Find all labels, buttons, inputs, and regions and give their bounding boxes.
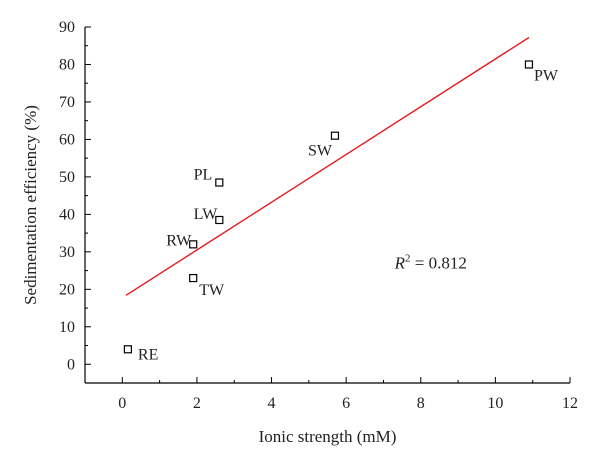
x-tick-label: 12 — [562, 395, 578, 412]
data-point-label: LW — [194, 206, 219, 223]
data-point-label: RE — [138, 346, 158, 363]
x-tick-label: 4 — [268, 395, 276, 412]
data-point-marker — [215, 215, 224, 225]
y-tick-label: 80 — [59, 56, 75, 73]
data-point-marker — [189, 240, 198, 249]
data-point-label: PL — [194, 167, 213, 184]
y-tick-label: 0 — [67, 356, 75, 373]
data-point-marker — [215, 178, 224, 187]
y-tick-label: 10 — [59, 319, 75, 336]
fit-line — [125, 36, 530, 296]
x-tick-label: 0 — [118, 395, 126, 412]
regression-line — [125, 36, 530, 296]
x-tick-label: 2 — [193, 395, 201, 412]
y-tick-label: 60 — [59, 131, 75, 148]
y-axis-title: Sedimentation efficiency (%) — [21, 105, 40, 305]
y-tick-label: 40 — [59, 206, 75, 223]
r-squared-value: = 0.812 — [411, 254, 467, 273]
data-point-marker — [330, 131, 340, 140]
x-axis-ticks: 0 2 4 6 8 10 12 — [84, 377, 578, 412]
data-point-marker — [123, 345, 133, 354]
y-tick-label: 30 — [59, 244, 75, 261]
data-point-marker — [524, 60, 534, 69]
y-axis-ticks: 0 10 20 30 40 50 60 70 80 90 — [59, 19, 91, 384]
y-tick-label: 50 — [59, 169, 75, 186]
y-tick-label: 70 — [59, 94, 75, 111]
data-point-label: PW — [534, 67, 559, 84]
x-axis-title: Ionic strength (mM) — [259, 427, 397, 446]
data-point-label: SW — [308, 143, 333, 160]
r-squared-exponent: 2 — [405, 253, 411, 265]
y-tick-label: 20 — [59, 281, 75, 298]
r-squared-annotation: R2 = 0.812 — [394, 253, 467, 273]
data-point-label: RW — [166, 232, 192, 249]
r-squared-symbol: R — [394, 254, 406, 273]
data-point-label: TW — [199, 282, 225, 299]
x-tick-label: 6 — [342, 395, 350, 412]
data-point-marker — [189, 273, 198, 283]
x-tick-label: 8 — [417, 395, 425, 412]
y-tick-label: 90 — [59, 19, 75, 36]
axes — [84, 27, 570, 384]
x-tick-label: 10 — [487, 395, 503, 412]
